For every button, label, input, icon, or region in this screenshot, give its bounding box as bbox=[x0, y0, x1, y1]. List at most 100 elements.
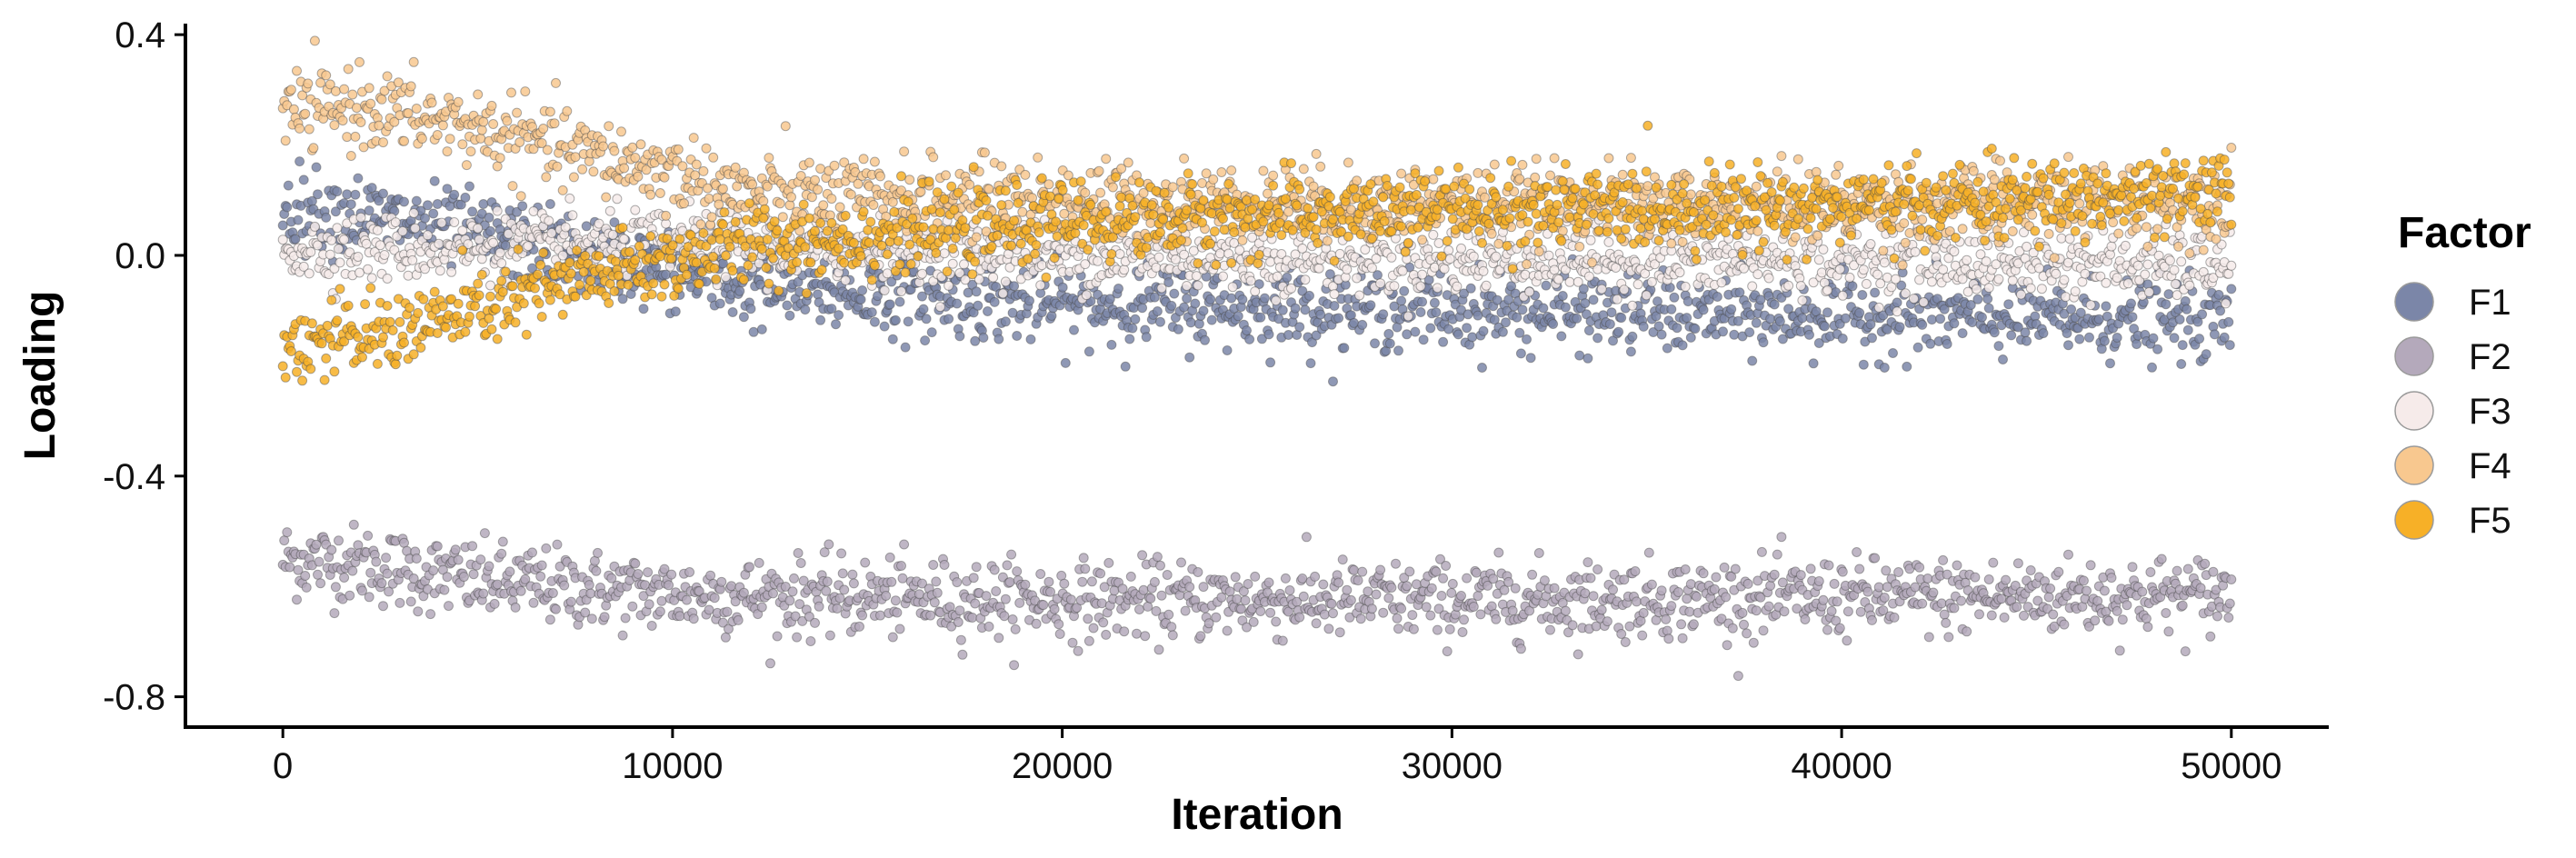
data-point bbox=[1588, 591, 1599, 602]
data-point bbox=[959, 259, 969, 270]
data-point bbox=[1101, 629, 1112, 640]
data-point bbox=[2211, 584, 2222, 595]
data-point bbox=[1433, 604, 1444, 614]
data-point bbox=[1310, 571, 1321, 582]
data-point bbox=[2099, 585, 2110, 596]
data-point bbox=[1378, 607, 1389, 618]
data-point bbox=[1371, 589, 1382, 600]
data-point bbox=[988, 272, 999, 283]
data-point bbox=[1237, 294, 1248, 304]
data-point bbox=[1462, 573, 1473, 584]
data-point bbox=[399, 196, 409, 207]
data-point bbox=[1180, 605, 1191, 616]
data-point bbox=[467, 541, 478, 552]
data-point bbox=[1206, 314, 1217, 325]
data-point bbox=[1081, 290, 1092, 301]
data-point bbox=[726, 581, 737, 592]
data-point bbox=[1800, 614, 1811, 624]
data-point bbox=[1294, 322, 1305, 333]
data-point bbox=[1020, 169, 1031, 180]
data-point bbox=[661, 269, 672, 280]
data-point bbox=[2103, 615, 2114, 626]
data-point bbox=[1156, 283, 1167, 294]
data-point bbox=[1998, 354, 2008, 364]
data-point bbox=[1333, 577, 1344, 588]
data-point bbox=[309, 221, 320, 232]
data-point bbox=[792, 632, 803, 643]
data-point bbox=[971, 562, 982, 573]
data-point bbox=[989, 296, 1000, 307]
data-point bbox=[309, 35, 320, 46]
data-point bbox=[458, 572, 469, 583]
data-point bbox=[2126, 298, 2136, 309]
data-point bbox=[520, 86, 531, 97]
data-point bbox=[334, 535, 344, 546]
data-point bbox=[777, 212, 788, 223]
data-point bbox=[351, 103, 362, 114]
data-point bbox=[1283, 606, 1293, 617]
data-point bbox=[2200, 558, 2211, 569]
data-point bbox=[1383, 593, 1394, 604]
data-point bbox=[695, 219, 706, 230]
data-point bbox=[1646, 579, 1657, 590]
data-point bbox=[875, 610, 885, 621]
data-point bbox=[1632, 596, 1642, 607]
data-point bbox=[478, 588, 489, 599]
data-point bbox=[918, 304, 929, 314]
data-point bbox=[1328, 376, 1338, 387]
data-point bbox=[1682, 313, 1692, 324]
data-point bbox=[1656, 329, 1667, 340]
data-point bbox=[829, 160, 840, 171]
data-point bbox=[357, 585, 367, 596]
data-point bbox=[630, 205, 641, 215]
data-point bbox=[374, 240, 385, 251]
data-point bbox=[1972, 294, 1983, 304]
data-point bbox=[1072, 603, 1083, 614]
data-point bbox=[1763, 273, 1774, 284]
data-point bbox=[836, 548, 847, 559]
data-point bbox=[903, 316, 914, 327]
data-point bbox=[285, 85, 296, 95]
data-point bbox=[2161, 299, 2172, 310]
data-point bbox=[321, 212, 332, 223]
data-point bbox=[586, 614, 597, 624]
data-point bbox=[2152, 344, 2163, 354]
data-point bbox=[559, 580, 570, 591]
data-point bbox=[324, 249, 335, 260]
data-point bbox=[494, 247, 505, 258]
data-point bbox=[2122, 600, 2132, 611]
data-point bbox=[2169, 264, 2180, 275]
data-point bbox=[298, 175, 309, 185]
data-point bbox=[800, 304, 811, 315]
data-point bbox=[1263, 329, 1274, 340]
data-point bbox=[1233, 311, 1243, 322]
data-point bbox=[661, 210, 672, 221]
data-point bbox=[609, 217, 620, 228]
data-point bbox=[1342, 264, 1353, 274]
data-point bbox=[467, 206, 478, 217]
data-point bbox=[436, 217, 447, 228]
data-point bbox=[1240, 595, 1251, 606]
data-point bbox=[784, 200, 795, 211]
data-point bbox=[944, 314, 954, 324]
data-point bbox=[617, 294, 628, 304]
data-point bbox=[1145, 217, 1156, 228]
data-point bbox=[1137, 303, 1148, 314]
data-point bbox=[347, 565, 358, 576]
data-point bbox=[382, 568, 393, 579]
data-point bbox=[814, 297, 824, 308]
data-point bbox=[1179, 153, 1190, 164]
data-point bbox=[701, 143, 712, 154]
data-point bbox=[679, 198, 689, 209]
data-point bbox=[1612, 294, 1622, 304]
data-point bbox=[1343, 157, 1353, 168]
data-point bbox=[1441, 561, 1452, 571]
data-point bbox=[1000, 276, 1011, 287]
data-point bbox=[1804, 329, 1814, 340]
data-point bbox=[585, 588, 596, 599]
data-point bbox=[900, 342, 911, 353]
data-point bbox=[1517, 304, 1528, 315]
data-point bbox=[1000, 594, 1011, 604]
data-point bbox=[848, 578, 859, 589]
data-point bbox=[1926, 314, 1937, 325]
